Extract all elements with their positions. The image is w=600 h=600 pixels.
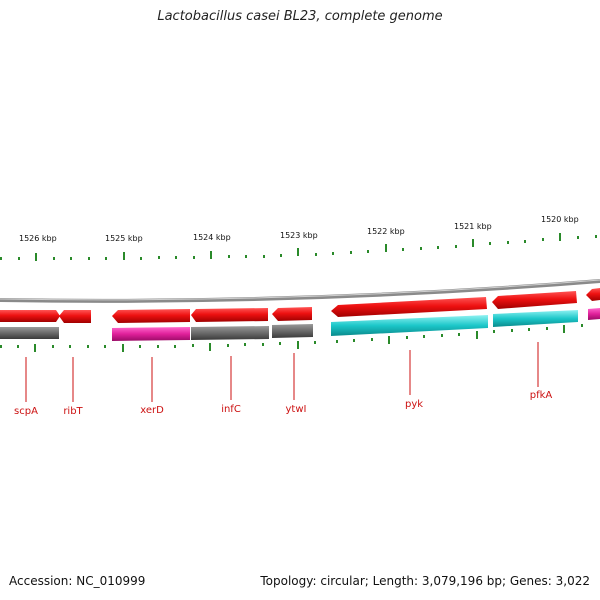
upper-tick-row [0, 233, 597, 261]
kbp-label: 1524 kbp [193, 233, 231, 242]
reverse-strand [0, 308, 600, 341]
gene-bar-ytwI[interactable] [272, 324, 313, 338]
lower-tick-row [0, 324, 583, 352]
gene-label-xerD[interactable]: xerD [140, 405, 164, 416]
kbp-label: 1526 kbp [19, 234, 57, 243]
gene-label-infC[interactable]: infC [221, 404, 241, 415]
gene-arrow-pfkA-fwd[interactable] [492, 291, 577, 309]
gene-arrow-xerD-fwd[interactable] [112, 309, 190, 323]
kbp-label: 1522 kbp [367, 227, 405, 236]
gene-label-ytwI[interactable]: ytwI [286, 404, 307, 415]
gene-arrow-infC-fwd[interactable] [191, 308, 268, 322]
gene-label-pfkA[interactable]: pfkA [530, 390, 553, 401]
gene-arrow-scpA-fwd[interactable] [0, 310, 60, 322]
genome-backbone [0, 279, 600, 303]
gene-bar-xerD[interactable] [112, 327, 190, 341]
accession-text: Accession: NC_010999 [9, 574, 146, 588]
gene-arrow-ribT[interactable] [59, 310, 91, 323]
kbp-label: 1523 kbp [280, 231, 318, 240]
gene-bar-pyk[interactable] [331, 315, 488, 336]
gene-leader-lines [25, 342, 539, 402]
gene-label-scpA[interactable]: scpA [14, 406, 38, 417]
kbp-label: 1525 kbp [105, 234, 143, 243]
gene-bar-infC[interactable] [191, 326, 269, 340]
kbp-label: 1521 kbp [454, 222, 492, 231]
genome-backbone-highlight [0, 279, 600, 301]
forward-strand [0, 288, 600, 323]
gene-bar-pfkA[interactable] [493, 310, 578, 327]
gene-label-ribT[interactable]: ribT [63, 406, 83, 417]
map-title: Lactobacillus casei BL23, complete genom… [157, 9, 443, 24]
gene-bar-scpA[interactable] [0, 327, 59, 339]
gene-arrow-ytwI-fwd[interactable] [272, 307, 312, 321]
gene-arrow-edge-fwd[interactable] [586, 288, 600, 301]
gene-arrow-pyk-fwd[interactable] [331, 297, 487, 317]
gene-label-pyk[interactable]: pyk [405, 399, 423, 410]
genome-summary-text: Topology: circular; Length: 3,079,196 bp… [260, 574, 590, 588]
gene-bar-edge[interactable] [588, 308, 600, 320]
kbp-label: 1520 kbp [541, 215, 579, 224]
